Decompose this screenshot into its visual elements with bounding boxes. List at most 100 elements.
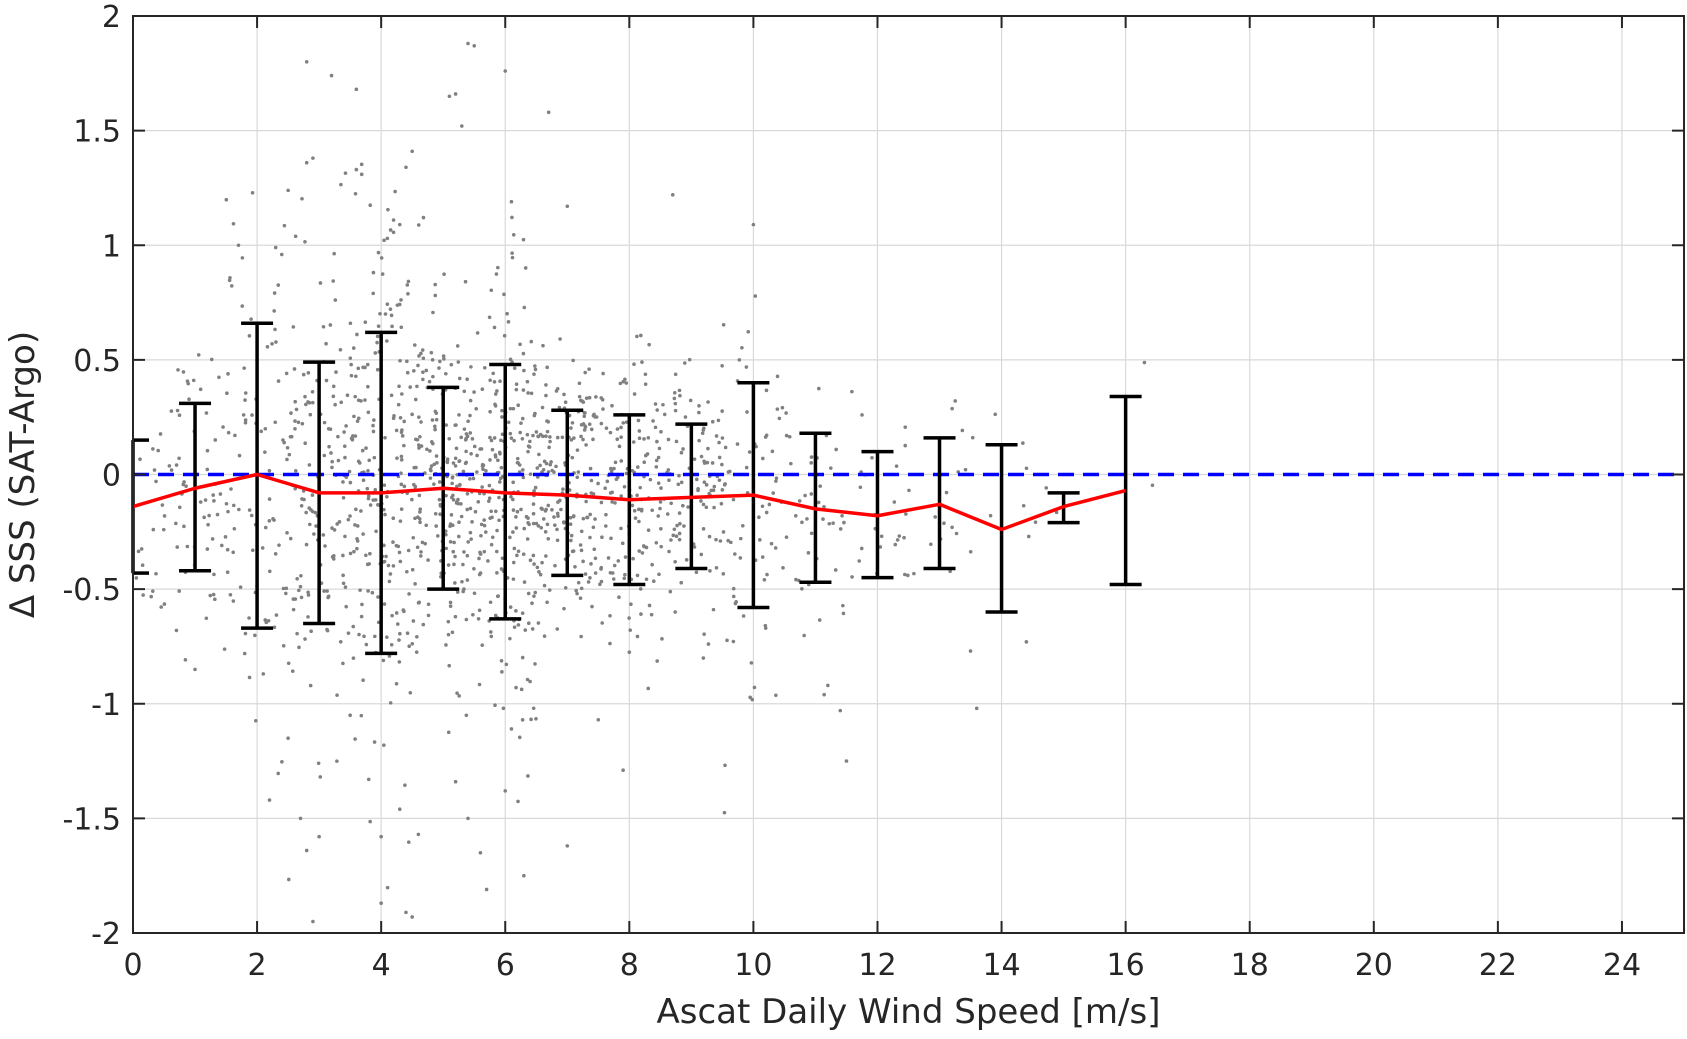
scatter-point <box>593 517 597 521</box>
scatter-point <box>346 631 351 635</box>
scatter-point <box>283 591 288 596</box>
scatter-point <box>704 483 709 487</box>
scatter-point <box>364 553 368 558</box>
scatter-point <box>433 409 438 414</box>
scatter-point <box>488 378 492 383</box>
scatter-point <box>424 523 429 528</box>
scatter-point <box>447 94 452 99</box>
scatter-point <box>331 384 336 389</box>
scatter-point <box>303 441 308 446</box>
scatter-point <box>310 389 315 394</box>
scatter-point <box>603 524 608 528</box>
scatter-point <box>576 580 581 585</box>
scatter-point <box>453 554 457 559</box>
scatter-point <box>525 537 530 541</box>
scatter-point <box>809 461 814 465</box>
scatter-point <box>368 503 373 507</box>
scatter-point <box>640 551 645 555</box>
scatter-point <box>493 703 497 708</box>
scatter-point <box>1024 640 1029 644</box>
scatter-point <box>303 637 307 641</box>
scatter-point <box>617 595 621 600</box>
scatter-point <box>282 223 287 228</box>
scatter-point <box>284 371 289 376</box>
scatter-point <box>669 501 673 506</box>
scatter-point <box>162 514 167 518</box>
scatter-point <box>726 538 730 543</box>
scatter-point <box>435 534 440 538</box>
scatter-point <box>421 356 426 361</box>
scatter-point <box>356 416 361 421</box>
scatter-point <box>426 558 430 562</box>
scatter-point <box>903 443 908 448</box>
scatter-point <box>323 544 327 548</box>
scatter-point <box>416 832 421 837</box>
scatter-point <box>371 291 376 296</box>
scatter-point <box>629 602 633 606</box>
scatter-point <box>610 403 614 408</box>
scatter-point <box>589 427 594 432</box>
scatter-point <box>267 519 272 523</box>
scatter-point <box>383 435 387 440</box>
scatter-point <box>1024 466 1029 471</box>
scatter-point <box>388 307 393 311</box>
scatter-point <box>379 901 383 905</box>
scatter-point <box>578 543 583 547</box>
scatter-point <box>193 667 197 672</box>
scatter-point <box>679 480 684 485</box>
scatter-point <box>520 416 525 421</box>
scatter-point <box>1026 534 1031 539</box>
scatter-point <box>426 613 431 618</box>
scatter-point <box>493 392 498 396</box>
scatter-point <box>803 493 807 498</box>
scatter-point <box>674 534 679 538</box>
scatter-point <box>174 521 178 526</box>
scatter-point <box>493 509 498 514</box>
scatter-point <box>285 531 289 535</box>
scatter-point <box>501 706 506 711</box>
scatter-point <box>631 556 635 561</box>
scatter-point <box>390 613 394 618</box>
mean-polyline <box>132 472 1127 532</box>
scatter-point <box>304 542 309 547</box>
scatter-point <box>417 354 421 358</box>
scatter-point <box>581 437 585 442</box>
scatter-point <box>502 292 506 297</box>
scatter-point <box>545 600 549 605</box>
scatter-point <box>699 552 704 557</box>
scatter-point <box>167 464 172 468</box>
scatter-point <box>243 398 247 402</box>
scatter-point <box>498 451 502 456</box>
scatter-point <box>274 613 279 617</box>
scatter-point <box>646 528 651 532</box>
scatter-point <box>247 508 252 512</box>
scatter-point <box>708 569 712 573</box>
scatter-point <box>731 594 736 599</box>
scatter-point <box>208 593 213 598</box>
scatter-point <box>600 535 604 540</box>
scatter-point <box>448 540 453 544</box>
scatter-point <box>211 493 216 497</box>
scatter-point <box>444 371 448 376</box>
scatter-point <box>661 402 665 407</box>
scatter-point <box>399 454 404 459</box>
scatter-point <box>533 485 538 490</box>
scatter-point <box>516 799 520 804</box>
scatter-point <box>498 379 502 383</box>
scatter-point <box>721 572 726 576</box>
scatter-point <box>267 569 272 574</box>
scatter-point <box>741 614 746 618</box>
scatter-point <box>306 590 310 595</box>
scatter-point <box>287 452 292 457</box>
scatter-point <box>754 444 758 449</box>
scatter-point <box>706 446 710 451</box>
scatter-point <box>324 341 328 346</box>
scatter-point <box>391 230 396 235</box>
scatter-point <box>496 265 500 270</box>
scatter-point <box>353 737 357 741</box>
scatter-point <box>310 509 315 514</box>
scatter-point <box>526 520 530 525</box>
scatter-point <box>446 619 451 624</box>
scatter-point <box>619 526 623 531</box>
scatter-point <box>465 377 469 382</box>
